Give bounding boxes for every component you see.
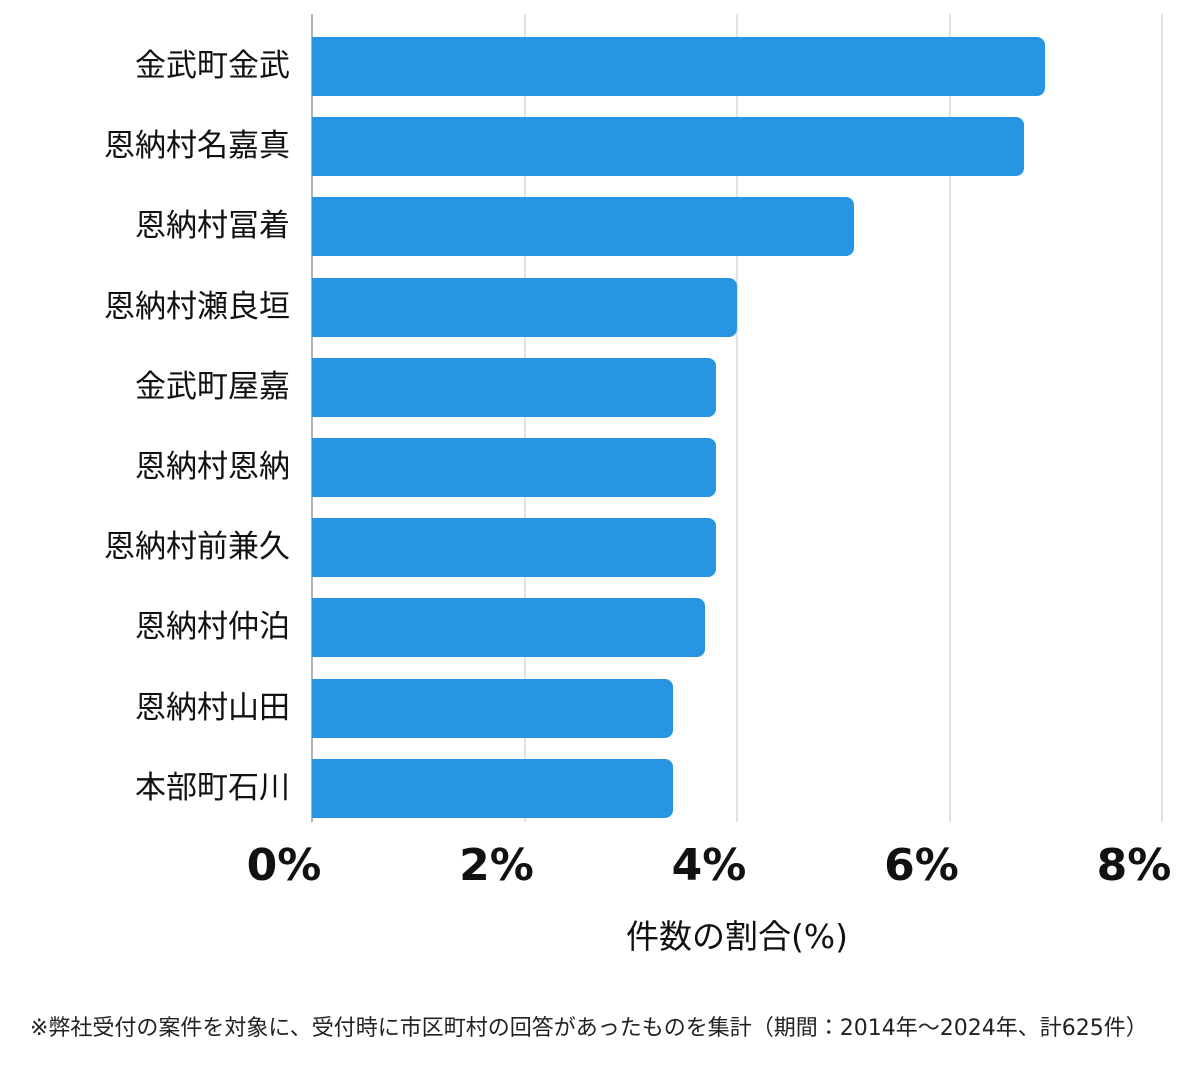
bar-row-4 xyxy=(312,277,737,337)
bar-row-2 xyxy=(312,117,1024,177)
gridline-4pct xyxy=(736,14,738,822)
category-label-10: 本部町石川 xyxy=(135,769,290,806)
gridline-2pct xyxy=(523,14,526,822)
x-tick-label-4pct: 4% xyxy=(671,840,747,891)
category-label-1: 金武町金武 xyxy=(135,48,290,84)
x-tick-label-0pct: 0% xyxy=(246,840,322,891)
bar-row-9 xyxy=(312,678,674,738)
bar-row-5 xyxy=(312,357,716,417)
y-axis-line xyxy=(311,14,313,822)
x-tick-label-6pct: 6% xyxy=(884,840,959,891)
category-label-3: 恩納村冨着 xyxy=(135,208,290,245)
bar-row-7 xyxy=(312,518,716,578)
bar-row-10 xyxy=(312,758,674,818)
bar-row-8 xyxy=(312,598,706,658)
bar-row-3 xyxy=(312,197,854,257)
category-label-2: 恩納村名嘉真 xyxy=(104,128,290,165)
category-label-4: 恩納村瀬良垣 xyxy=(104,288,290,325)
category-label-6: 恩納村恩納 xyxy=(135,449,290,485)
category-label-5: 金武町屋嘉 xyxy=(135,368,290,405)
category-label-7: 恩納村前兼久 xyxy=(104,529,290,566)
x-axis-title: 件数の割合(%) xyxy=(625,917,849,956)
category-label-8: 恩納村仲泊 xyxy=(135,609,290,646)
x-tick-label-2pct: 2% xyxy=(459,840,534,891)
category-label-9: 恩納村山田 xyxy=(135,689,290,726)
gridline-8pct xyxy=(1161,14,1163,822)
bar-row-1 xyxy=(312,37,1046,96)
bar-row-6 xyxy=(312,438,716,497)
footnote: ※弊社受付の案件を対象に、受付時に市区町村の回答があったものを集計（期間：201… xyxy=(30,1016,1148,1041)
x-tick-label-8pct: 8% xyxy=(1096,840,1172,891)
gridline-6pct xyxy=(948,14,951,822)
